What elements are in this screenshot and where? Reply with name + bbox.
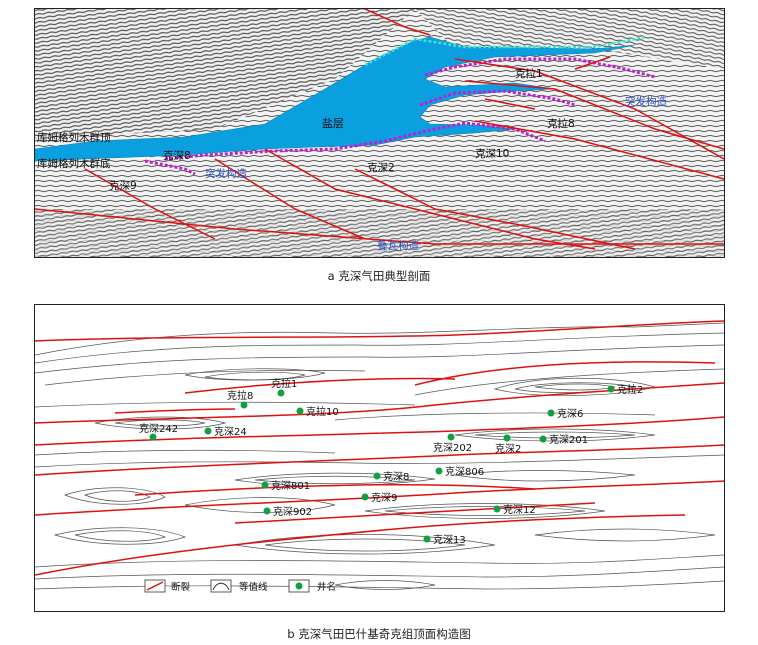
well-dot-keshen902[interactable] xyxy=(263,507,271,515)
well-dot-keshen201[interactable] xyxy=(539,435,547,443)
well-dot-keshen13[interactable] xyxy=(423,535,431,543)
seismic-upper-left xyxy=(35,9,415,139)
horizon-purple-2 xyxy=(419,89,576,107)
caption-a: a 克深气田典型剖面 xyxy=(327,269,431,283)
faults xyxy=(35,9,724,250)
legend-well-label: 井名 xyxy=(317,581,336,593)
well-name-keshen8: 克深8 xyxy=(383,471,409,483)
caption-b: b 克深气田巴什基奇克组顶面构造图 xyxy=(287,627,471,641)
well-label-keshen8: 克深8 xyxy=(163,150,191,162)
well-name-keshen13: 克深13 xyxy=(433,534,466,546)
well-name-keshen201: 克深201 xyxy=(549,434,588,446)
well-dot-keshen2[interactable] xyxy=(503,434,511,442)
well-name-keshen12: 克深12 xyxy=(503,504,536,516)
structure-label-3: 叠瓦构造 xyxy=(377,239,419,252)
structure-map-panel: 克拉1 克拉8 克拉10 克拉2 克深6 克深242 克深24 克深202 克深… xyxy=(34,304,725,612)
well-label-keshen2: 克深2 xyxy=(367,162,395,174)
well-dot-kela1[interactable] xyxy=(277,389,285,397)
well-name-kela10: 克拉10 xyxy=(306,405,339,418)
well-dot-keshen806[interactable] xyxy=(435,467,443,475)
seismic-deep xyxy=(35,209,724,257)
well-name-keshen2: 克深2 xyxy=(495,443,521,455)
well-dot-kela10[interactable] xyxy=(296,407,304,415)
structure-label-2: 突发构造 xyxy=(205,167,247,180)
wells: 克拉1 克拉8 克拉10 克拉2 克深6 克深242 克深24 克深202 克深… xyxy=(139,377,643,546)
map-faults xyxy=(35,320,724,576)
horizon-purple-3 xyxy=(164,121,546,161)
legend-fault-icon xyxy=(146,581,164,591)
well-name-keshen242: 克深242 xyxy=(139,423,178,435)
legend: 断裂 等值线 井名 xyxy=(144,579,336,593)
legend-contour-label: 等值线 xyxy=(239,581,268,593)
well-dot-keshen24[interactable] xyxy=(204,427,212,435)
seismic-section-svg: 盐层 库姆格列木群顶 库姆格列木群底 克拉1 克拉8 克深10 克深2 克深8 … xyxy=(35,9,724,257)
structure-label-1: 突发构造 xyxy=(625,95,667,108)
seismic-section-panel: 盐层 库姆格列木群顶 库姆格列木群底 克拉1 克拉8 克深10 克深2 克深8 … xyxy=(34,8,725,258)
structure-map-svg: 克拉1 克拉8 克拉10 克拉2 克深6 克深242 克深24 克深202 克深… xyxy=(35,320,724,593)
top-label: 库姆格列木群顶 xyxy=(37,131,111,144)
legend-contour-icon xyxy=(212,582,230,591)
well-label-kela8: 克拉8 xyxy=(547,117,575,130)
well-dot-keshen242[interactable] xyxy=(149,433,157,441)
seismic-upper-right xyxy=(415,9,724,69)
well-dot-kela2[interactable] xyxy=(607,385,615,393)
well-label-kela1: 克拉1 xyxy=(515,67,543,80)
well-name-keshen202: 克深202 xyxy=(433,442,472,454)
well-dot-keshen12[interactable] xyxy=(493,505,501,513)
legend-contour-box xyxy=(210,579,232,593)
legend-fault-label: 断裂 xyxy=(171,581,191,593)
well-name-keshen902: 克深902 xyxy=(273,506,312,518)
salt-label: 盐层 xyxy=(322,117,344,130)
well-dot-kela8[interactable] xyxy=(240,401,248,409)
horizon-purple-1 xyxy=(424,57,656,79)
well-name-keshen9: 克深9 xyxy=(371,492,397,504)
well-dot-keshen6[interactable] xyxy=(547,409,555,417)
well-label-keshen10: 克深10 xyxy=(475,148,509,160)
well-label-keshen9: 克深9 xyxy=(109,180,137,192)
contour-lines xyxy=(35,322,724,590)
well-name-keshen801: 克深801 xyxy=(271,480,310,492)
well-dot-keshen8[interactable] xyxy=(373,472,381,480)
well-name-keshen806: 克深806 xyxy=(445,466,484,478)
bottom-label: 库姆格列木群底 xyxy=(37,157,111,170)
well-name-keshen24: 克深24 xyxy=(214,426,247,438)
well-name-kela2: 克拉2 xyxy=(617,383,643,396)
horizon-purple-4 xyxy=(144,159,196,176)
well-dot-keshen801[interactable] xyxy=(261,481,269,489)
well-name-kela8: 克拉8 xyxy=(227,389,253,402)
horizon-cyan xyxy=(364,35,646,67)
well-name-kela1: 克拉1 xyxy=(271,377,297,390)
well-name-keshen6: 克深6 xyxy=(557,408,583,420)
well-dot-keshen202[interactable] xyxy=(447,433,455,441)
well-dot-keshen9[interactable] xyxy=(361,493,369,501)
legend-well-icon xyxy=(295,582,303,590)
